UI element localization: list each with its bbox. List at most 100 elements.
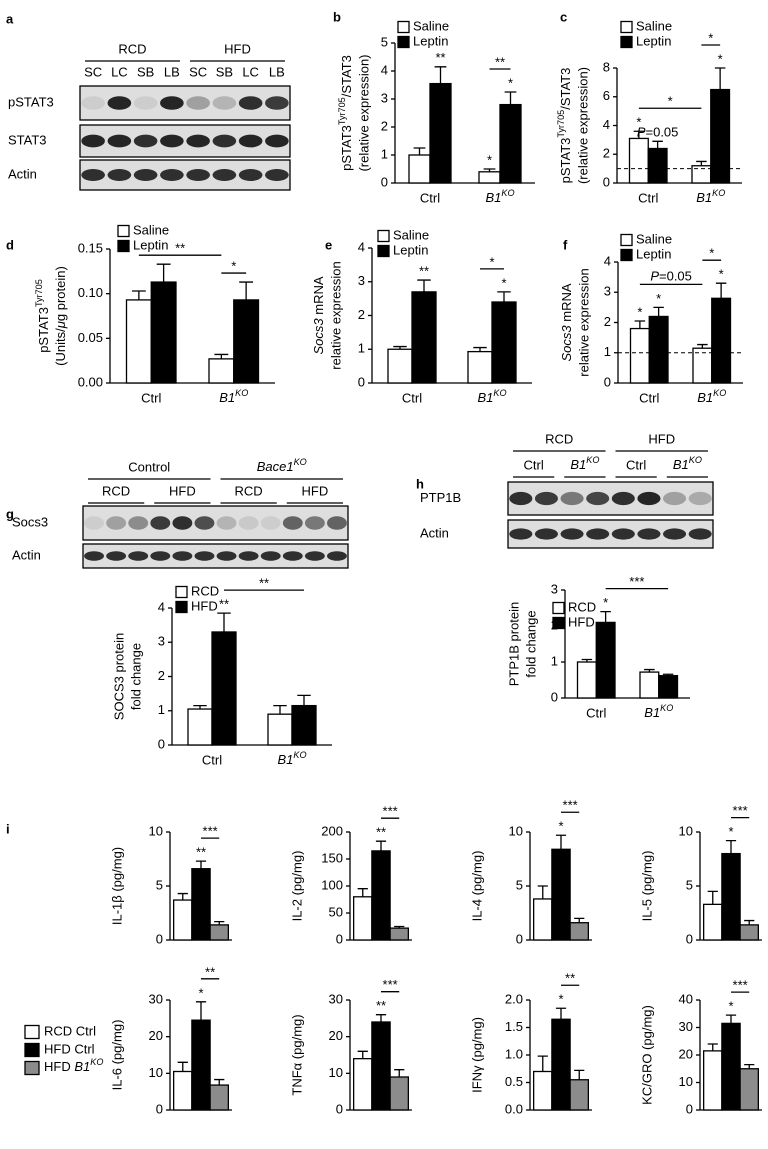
bar: [692, 347, 713, 384]
panel-label: f: [563, 237, 568, 252]
y-axis-label: IL-1β (pg/mg): [109, 847, 124, 925]
blot-band: [265, 169, 289, 181]
y-tick-label: 20: [679, 1046, 693, 1061]
significance-label: ***: [629, 574, 644, 589]
y-tick-label: 1: [158, 702, 165, 717]
y-tick-label: 5: [516, 877, 523, 892]
blot-groups-label: Control: [128, 459, 170, 474]
significance-label: P=0.05: [650, 269, 692, 284]
blot-band: [133, 96, 158, 110]
blot-band: [238, 551, 259, 561]
text-part: mRNA: [559, 283, 574, 325]
bar: [191, 868, 211, 941]
x-tick-label: B1KO: [644, 703, 673, 720]
blot-band: [133, 134, 158, 148]
error-bar: [393, 345, 407, 350]
bar: [267, 713, 293, 746]
y-tick-label: 0: [516, 931, 523, 946]
blot-band: [238, 96, 263, 110]
error-bar: [473, 346, 487, 352]
error-bar: [555, 834, 567, 850]
bar: [211, 631, 237, 746]
y-tick-label: 200: [321, 823, 343, 838]
blot-band: [688, 491, 712, 506]
text-part: B1: [644, 705, 660, 720]
legend-label: Saline: [393, 227, 429, 242]
legend-label: Saline: [636, 18, 672, 33]
text-part: B1: [74, 1059, 90, 1074]
error-bar: [633, 130, 645, 139]
text-part: KO: [660, 703, 673, 713]
significance-label: *: [719, 267, 724, 282]
text-part: pSTAT3: [339, 125, 354, 171]
y-tick-label: 1: [358, 341, 365, 356]
blot-band: [260, 551, 281, 561]
blot-band: [160, 96, 184, 110]
y-tick-label: 6: [603, 88, 610, 103]
y-tick-label: 8: [603, 59, 610, 74]
blot-subgroups-label: Ctrl: [626, 457, 646, 472]
blot-band: [128, 516, 149, 530]
blot-band: [611, 491, 635, 506]
text-part: Tyr705: [556, 110, 566, 138]
panel-label: g: [6, 506, 14, 521]
blot-band: [637, 491, 661, 506]
text-part: B1: [673, 457, 689, 472]
legend-swatch: [620, 233, 633, 247]
x-tick-label: B1KO: [277, 750, 306, 767]
significance-label: *: [603, 595, 608, 610]
significance-label: **: [435, 50, 445, 65]
legend-swatch: [117, 239, 130, 253]
significance-label: ***: [383, 977, 398, 992]
significance-label: *: [636, 115, 641, 130]
legend-swatch: [24, 1024, 40, 1040]
bar: [569, 922, 590, 941]
blot-band: [128, 551, 149, 561]
y-axis-label: SOCS3 protein: [111, 633, 126, 720]
y-tick-label: 2: [603, 146, 610, 161]
bar: [467, 350, 493, 384]
text-part: HFD: [44, 1059, 74, 1074]
significance-label: *: [558, 819, 563, 834]
error-bar: [394, 925, 405, 929]
x-tick-label: B1KO: [477, 388, 506, 405]
error-bar: [662, 673, 674, 676]
blot-band: [238, 169, 263, 181]
blot-band: [327, 551, 347, 561]
blot-lane-label: LC: [111, 64, 128, 79]
y-axis-label: pSTAT3Tyr705: [34, 279, 51, 353]
bar: [371, 850, 391, 941]
panel-label: i: [6, 821, 10, 836]
text-part: Tyr705: [337, 97, 347, 125]
y-tick-label: 5: [686, 877, 693, 892]
blot-band: [509, 528, 533, 540]
significance-label: *: [637, 304, 642, 319]
error-bar: [725, 839, 737, 854]
blot-strip: [82, 543, 349, 569]
blot-lane-label: LC: [242, 64, 259, 79]
blot-band: [212, 96, 237, 110]
text-part: pSTAT3: [558, 138, 573, 184]
bar: [551, 848, 571, 941]
bar: [209, 1084, 230, 1111]
error-bar: [744, 919, 755, 925]
panel-label: h: [416, 476, 424, 491]
text-part: /STAT3: [339, 55, 354, 97]
blot-band: [265, 134, 289, 148]
significance-label: **: [259, 576, 269, 591]
text-part: KO: [90, 1057, 103, 1067]
blot-band: [611, 528, 635, 540]
y-tick-label: 4: [358, 239, 365, 254]
legend-label: Leptin: [636, 33, 671, 48]
blot-groups-label: RCD: [118, 41, 146, 56]
error-bar: [214, 920, 225, 925]
error-bar: [156, 263, 171, 283]
legend-label: Leptin: [636, 246, 671, 261]
x-tick-label: Ctrl: [141, 390, 161, 405]
blot-band: [560, 528, 584, 540]
blot-band: [107, 96, 132, 110]
y-tick-label: 2: [358, 307, 365, 322]
y-axis-label: Socs3 mRNA: [311, 276, 326, 354]
y-tick-label: 4: [158, 599, 165, 614]
blot-band: [586, 528, 610, 540]
